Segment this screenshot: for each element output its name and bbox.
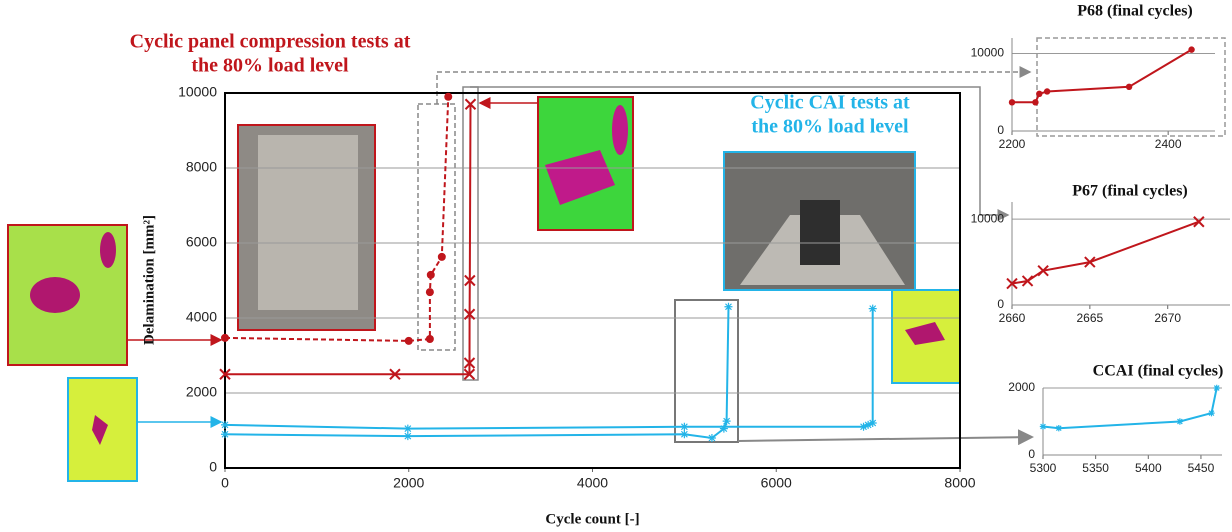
chart-title: P68 (final cycles): [1077, 3, 1193, 20]
x-tick-label: 2660: [999, 311, 1026, 325]
data-point: [869, 419, 877, 427]
data-point: [680, 430, 688, 438]
data-point: [1009, 99, 1015, 105]
data-point: [221, 430, 229, 438]
zoom-box: [418, 104, 455, 350]
data-point: [405, 337, 413, 345]
data-point: [1208, 410, 1214, 416]
data-point: [1040, 423, 1046, 429]
data-point: [723, 417, 731, 425]
figure: 0 2000 4000 6000 8000 10000 0 2000 4000 6000 8000 C…: [0, 0, 1232, 532]
x-tick-label: 5300: [1030, 461, 1057, 475]
data-point: [221, 334, 229, 342]
x-tick-label: 2000: [393, 475, 424, 491]
y-tick-label: 4000: [186, 309, 217, 325]
y-tick-label: 0: [997, 297, 1004, 311]
scan-blob: [100, 232, 116, 268]
axis-line: [1012, 38, 1215, 131]
data-point: [1177, 418, 1183, 424]
chart-title: CCAI (final cycles): [1093, 363, 1224, 380]
data-point: [1214, 385, 1220, 391]
annotation: Cyclic panel compression tests at: [130, 31, 411, 53]
x-tick-label: 6000: [761, 475, 792, 491]
scan-blob: [612, 105, 628, 155]
y-tick-label: 0: [1028, 447, 1035, 461]
y-tick-label: 0: [997, 123, 1004, 137]
x-tick-label: 2400: [1155, 137, 1182, 151]
data-point: [404, 425, 412, 433]
y-tick-label: 10000: [971, 211, 1005, 225]
x-tick-label: 2200: [999, 137, 1026, 151]
annotation: the 80% load level: [191, 55, 349, 77]
x-tick-label: 4000: [577, 475, 608, 491]
y-tick-label: 10000: [178, 84, 217, 100]
data-point: [680, 423, 688, 431]
data-point: [426, 335, 434, 343]
y-tick-label: 6000: [186, 234, 217, 250]
scan-blob: [30, 277, 80, 313]
y-tick-label: 2000: [1008, 380, 1035, 394]
x-tick-label: 2670: [1154, 311, 1181, 325]
y-tick-label: 0: [209, 459, 217, 475]
data-point: [1044, 88, 1050, 94]
x-tick-label: 5350: [1082, 461, 1109, 475]
data-point: [438, 253, 446, 261]
decorations: [8, 38, 1225, 481]
connector: [437, 72, 1030, 104]
data-point: [221, 421, 229, 429]
data-point: [426, 288, 434, 296]
series-line: [1043, 388, 1217, 428]
x-tick-label: 5400: [1135, 461, 1162, 475]
data-point: [869, 305, 877, 313]
data-point: [1032, 99, 1038, 105]
x-tick-label: 8000: [944, 475, 975, 491]
cai-photo-detail: [800, 200, 840, 265]
y-axis-label: Delamination [mm²]: [141, 215, 157, 345]
y-tick-label: 2000: [186, 384, 217, 400]
data-point: [1036, 91, 1042, 97]
data-point: [1188, 46, 1194, 52]
data-point: [444, 93, 452, 101]
connector: [738, 437, 1032, 441]
y-tick-label: 10000: [971, 46, 1005, 60]
x-tick-label: 2665: [1077, 311, 1104, 325]
data-point: [427, 271, 435, 279]
x-axis-label: Cycle count [-]: [545, 511, 639, 527]
annotation: Cyclic CAI tests at: [750, 92, 910, 114]
data-point: [708, 434, 716, 442]
data-point: [1126, 84, 1132, 90]
x-tick-label: 5450: [1188, 461, 1215, 475]
annotation: the 80% load level: [751, 116, 909, 138]
x-tick-label: 0: [221, 475, 229, 491]
data-point: [720, 425, 728, 433]
axis-line: [1012, 202, 1230, 305]
panel-photo-detail: [258, 135, 358, 310]
data-point: [404, 432, 412, 440]
axis-line: [1043, 388, 1222, 455]
data-point: [1194, 217, 1204, 227]
chart-title: P67 (final cycles): [1072, 183, 1188, 200]
y-tick-label: 8000: [186, 159, 217, 175]
data-point: [1056, 425, 1062, 431]
data-point: [724, 303, 732, 311]
